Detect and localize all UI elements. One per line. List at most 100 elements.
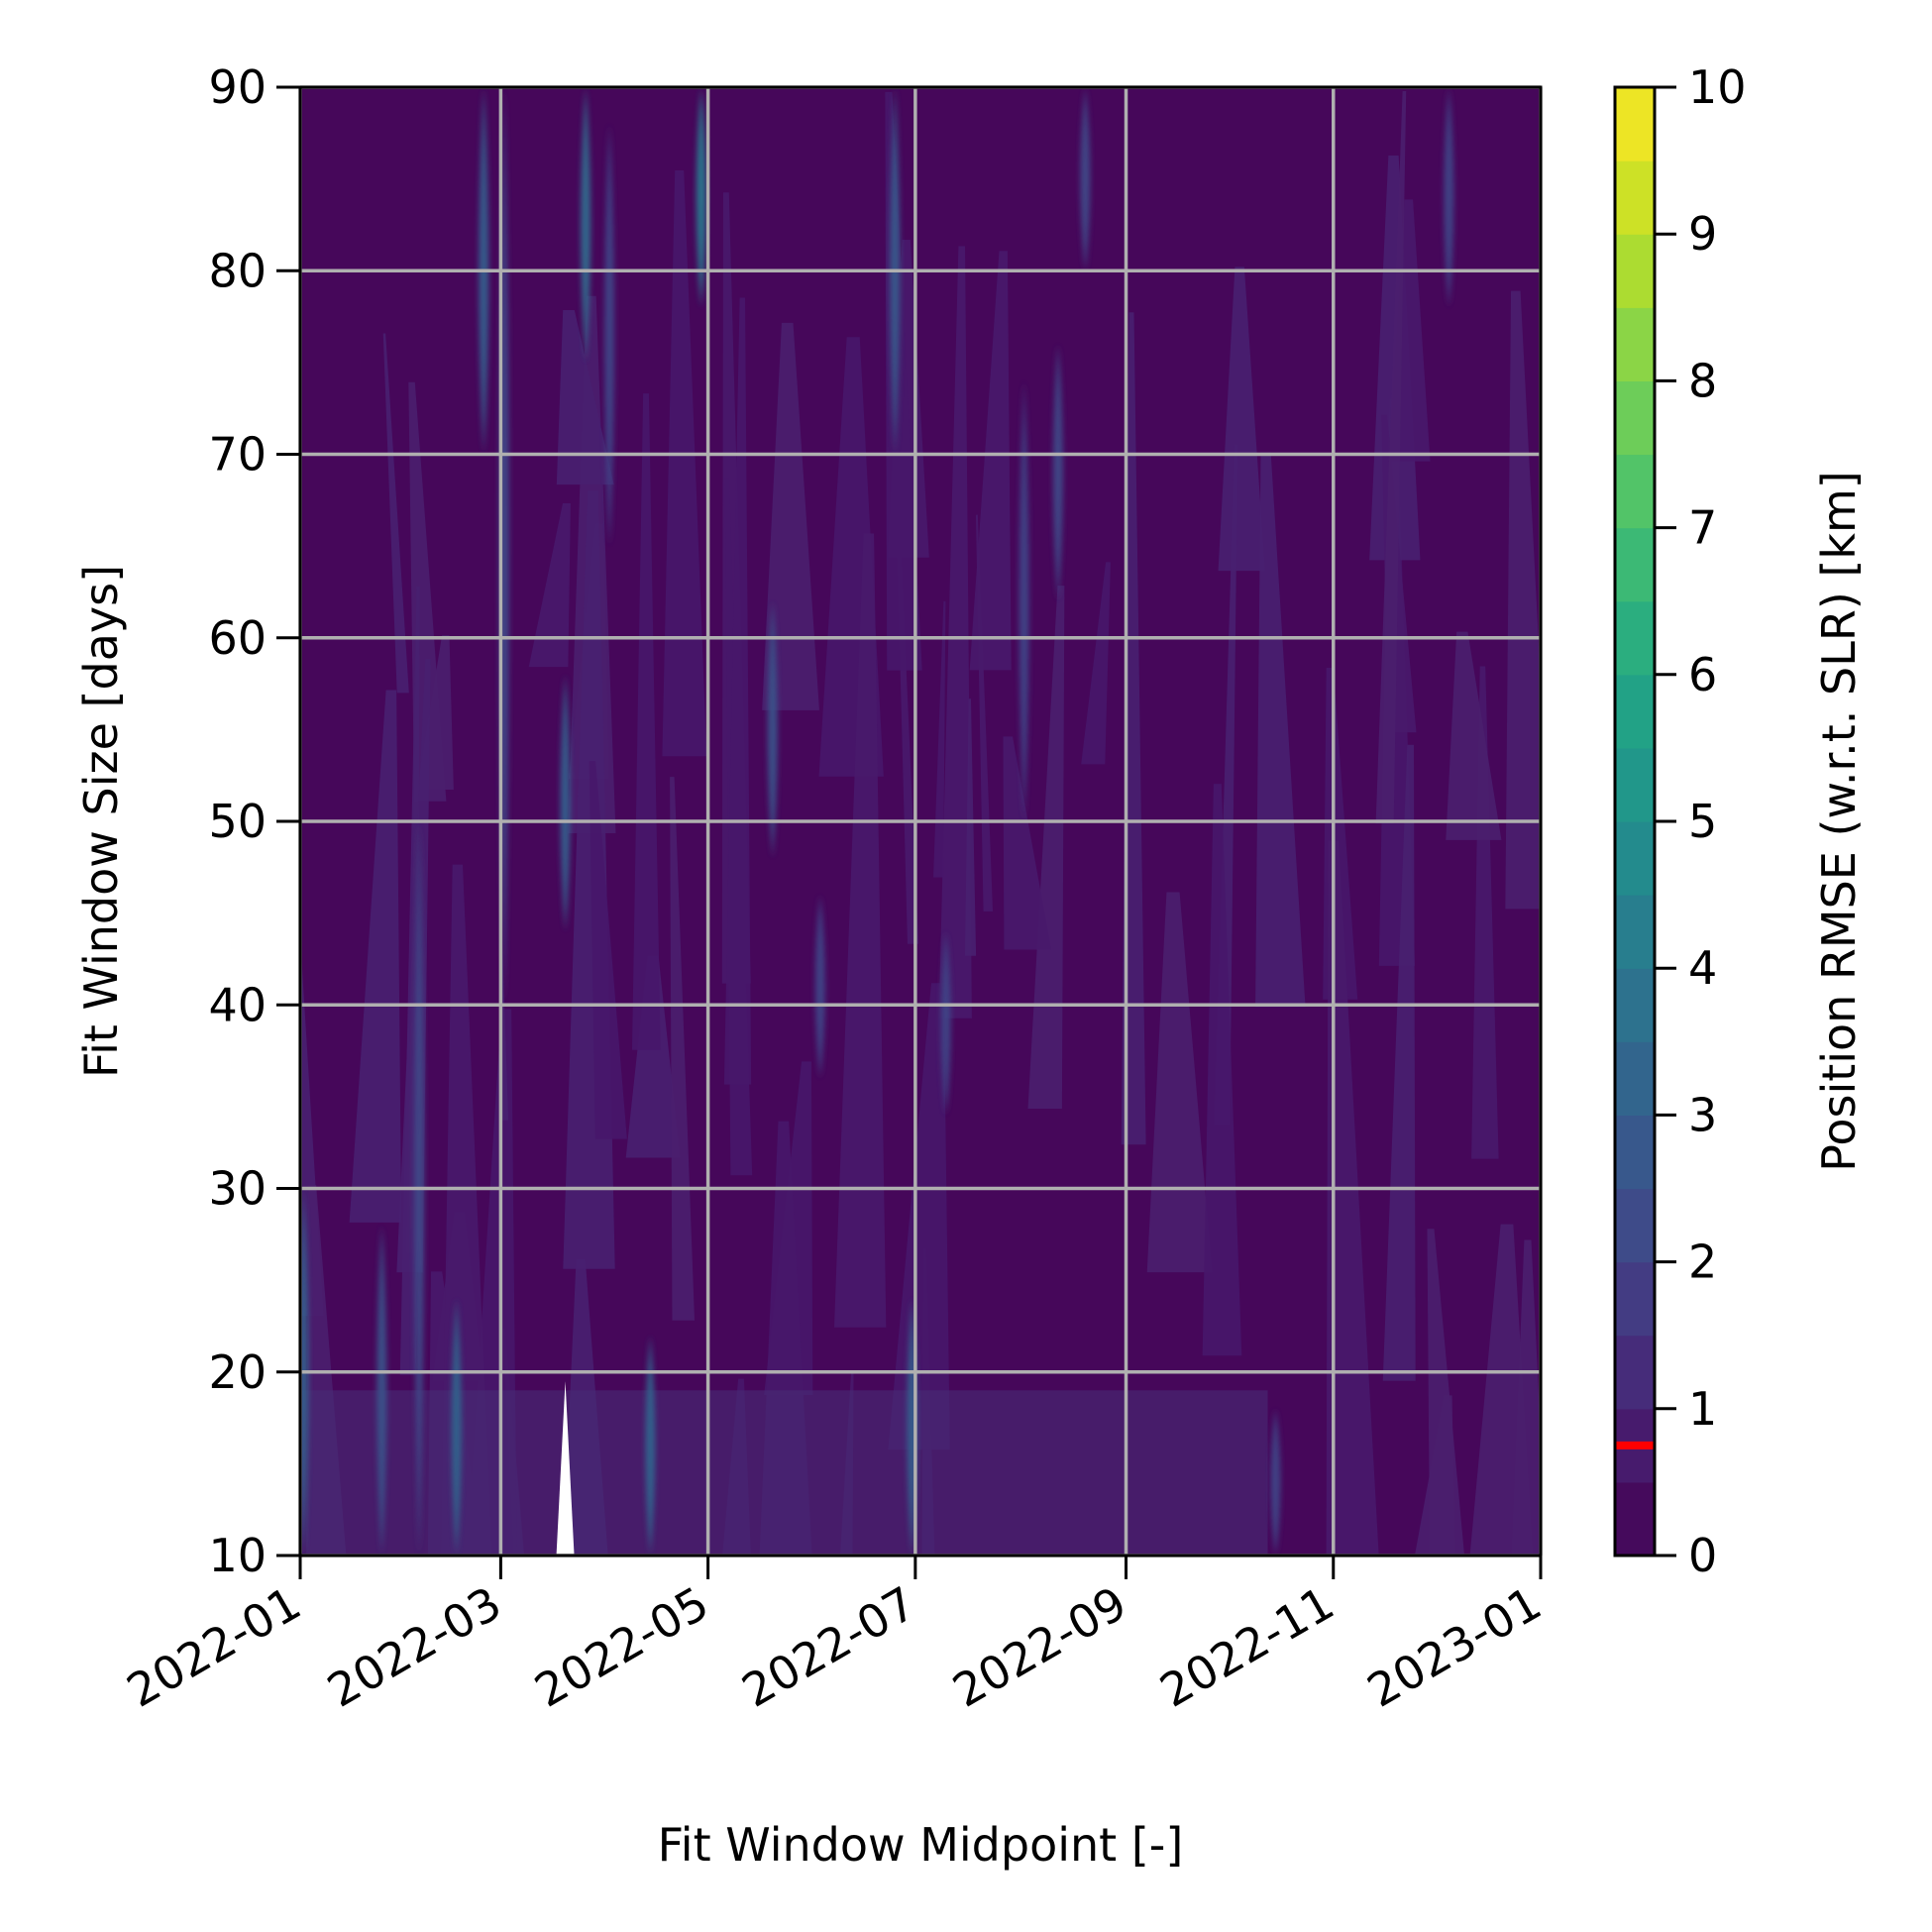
texture-band xyxy=(1081,562,1111,765)
streak-8 xyxy=(604,124,615,547)
y-tick-label-8: 90 xyxy=(208,60,267,114)
x-axis-ticks: 2022-01 2022-03 2022-05 2022-07 2022-09 2022-… xyxy=(118,1556,1551,1718)
colorbar-level-2 xyxy=(1615,1335,1655,1410)
texture-band xyxy=(670,777,696,1321)
texture-band xyxy=(1382,744,1416,1381)
streak-9 xyxy=(645,1335,656,1556)
colorbar-tick-label-7: 7 xyxy=(1688,501,1717,555)
colorbar-level-19 xyxy=(1615,87,1655,161)
colorbar-level-3 xyxy=(1615,1261,1655,1337)
colorbar-tick-label-2: 2 xyxy=(1688,1235,1717,1289)
streak-3 xyxy=(451,1298,462,1556)
x-tick-label-5: 2022-11 xyxy=(1151,1576,1342,1718)
streak-10 xyxy=(696,87,706,308)
y-axis-title: Fit Window Size [days] xyxy=(74,565,128,1078)
texture-band xyxy=(1427,1229,1465,1556)
texture-band xyxy=(1446,631,1502,840)
colorbar-tick-label-0: 0 xyxy=(1688,1529,1717,1582)
colorbar-tick-label-5: 5 xyxy=(1688,795,1717,848)
texture-band xyxy=(1511,1239,1541,1556)
colorbar-level-16 xyxy=(1615,307,1655,381)
colorbar-level-7 xyxy=(1615,968,1655,1042)
contour-texture xyxy=(300,90,1541,1556)
y-tick-label-2: 30 xyxy=(208,1162,267,1216)
y-tick-label-4: 50 xyxy=(208,795,267,848)
texture-band xyxy=(969,251,1012,671)
colorbar-level-0 xyxy=(1615,1481,1655,1556)
texture-band xyxy=(938,246,972,1019)
x-tick-label-1: 2022-03 xyxy=(318,1576,509,1718)
streak-11 xyxy=(767,600,778,859)
texture-band xyxy=(1202,784,1242,1356)
colorbar-tick-label-4: 4 xyxy=(1688,941,1717,995)
streak-15 xyxy=(940,931,951,1116)
texture-band xyxy=(888,983,950,1450)
colorbar-level-10 xyxy=(1615,747,1655,822)
streak-1 xyxy=(376,1225,387,1556)
colorbar-level-15 xyxy=(1615,380,1655,456)
colorbar-level-8 xyxy=(1615,895,1655,969)
colorbar-tick-label-3: 3 xyxy=(1688,1088,1717,1141)
texture-band xyxy=(349,690,402,1223)
x-tick-label-3: 2022-07 xyxy=(733,1576,924,1718)
texture-band xyxy=(1218,267,1265,572)
colorbar-level-14 xyxy=(1615,454,1655,529)
colorbar-tick-label-6: 6 xyxy=(1688,648,1717,701)
texture-band xyxy=(1003,736,1052,950)
x-tick-label-0: 2022-01 xyxy=(118,1576,309,1718)
x-tick-label-2: 2022-05 xyxy=(526,1576,717,1718)
texture-band xyxy=(964,698,977,956)
x-tick-label-4: 2022-09 xyxy=(944,1576,1135,1718)
colorbar-tick-label-8: 8 xyxy=(1688,354,1717,407)
colorbar-level-6 xyxy=(1615,1041,1655,1116)
colorbar-level-13 xyxy=(1615,527,1655,602)
colorbar-level-17 xyxy=(1615,234,1655,308)
low-window-band xyxy=(300,1390,1268,1556)
y-tick-label-7: 80 xyxy=(208,244,267,297)
streak-20 xyxy=(1444,87,1454,308)
y-tick-label-6: 70 xyxy=(208,428,267,482)
texture-band xyxy=(1505,290,1541,910)
gap-triangle xyxy=(556,1381,575,1556)
data-gap xyxy=(556,1381,575,1556)
colorbar-level-4 xyxy=(1615,1188,1655,1263)
colorbar-level-5 xyxy=(1615,1115,1655,1190)
colorbar-tick-label-10: 10 xyxy=(1688,60,1747,114)
colorbar-label: Position RMSE (w.r.t. SLR) [km] xyxy=(1812,471,1866,1172)
texture-band xyxy=(1146,892,1213,1273)
y-tick-label-3: 40 xyxy=(208,978,267,1031)
y-tick-label-0: 10 xyxy=(208,1529,267,1582)
y-tick-label-1: 20 xyxy=(208,1345,267,1399)
colorbar-level-9 xyxy=(1615,821,1655,896)
texture-band xyxy=(589,761,627,1139)
colorbar-level-18 xyxy=(1615,161,1655,235)
colorbar xyxy=(1613,85,1657,1557)
texture-band xyxy=(1326,840,1379,1556)
colorbar-tick-label-9: 9 xyxy=(1688,207,1717,261)
texture-band xyxy=(556,309,614,485)
texture-band xyxy=(625,955,681,1158)
colorbar-ticks: 0 1 2 3 4 5 6 7 8 9 10 xyxy=(1655,60,1747,1582)
streak-12 xyxy=(814,895,825,1079)
texture-band xyxy=(933,600,946,878)
texture-band xyxy=(1027,586,1065,1110)
colorbar-tick-label-1: 1 xyxy=(1688,1382,1717,1436)
colorbar-level-11 xyxy=(1615,674,1655,749)
texture-band xyxy=(528,503,571,668)
texture-band xyxy=(1255,452,1306,1008)
texture-band xyxy=(1375,90,1407,824)
texture-band xyxy=(762,322,819,710)
x-axis-title: Fit Window Midpoint [-] xyxy=(658,1818,1184,1872)
streak-18 xyxy=(1080,87,1091,271)
y-axis-ticks: 10 20 30 40 50 60 70 80 90 xyxy=(208,60,300,1582)
texture-band xyxy=(631,393,661,1050)
streak-19 xyxy=(1270,1408,1281,1556)
texture-band xyxy=(833,533,887,1328)
streak-17 xyxy=(1052,344,1063,601)
streak-7 xyxy=(581,87,591,363)
streak-6 xyxy=(560,674,571,932)
colorbar-level-12 xyxy=(1615,600,1655,676)
texture-band xyxy=(382,333,409,694)
x-tick-label-6: 2023-01 xyxy=(1358,1576,1550,1718)
